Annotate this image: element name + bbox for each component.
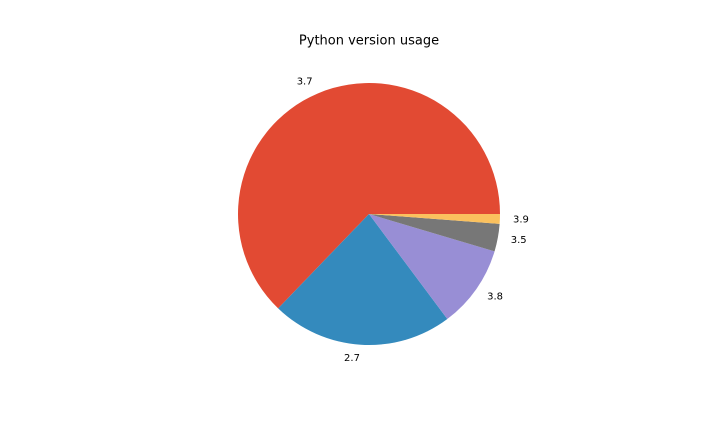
pie-slice <box>238 83 500 309</box>
chart-title: Python version usage <box>299 34 439 49</box>
pie-slice <box>369 214 500 224</box>
slice-label: 3.8 <box>487 291 503 302</box>
slice-label: 3.7 <box>297 76 313 87</box>
pie-slice <box>369 214 500 252</box>
slice-label: 2.7 <box>344 353 360 364</box>
pie-slice <box>278 214 448 346</box>
slice-label: 3.5 <box>511 235 527 246</box>
slice-label: 3.9 <box>513 214 529 225</box>
pie-slice <box>369 214 495 320</box>
